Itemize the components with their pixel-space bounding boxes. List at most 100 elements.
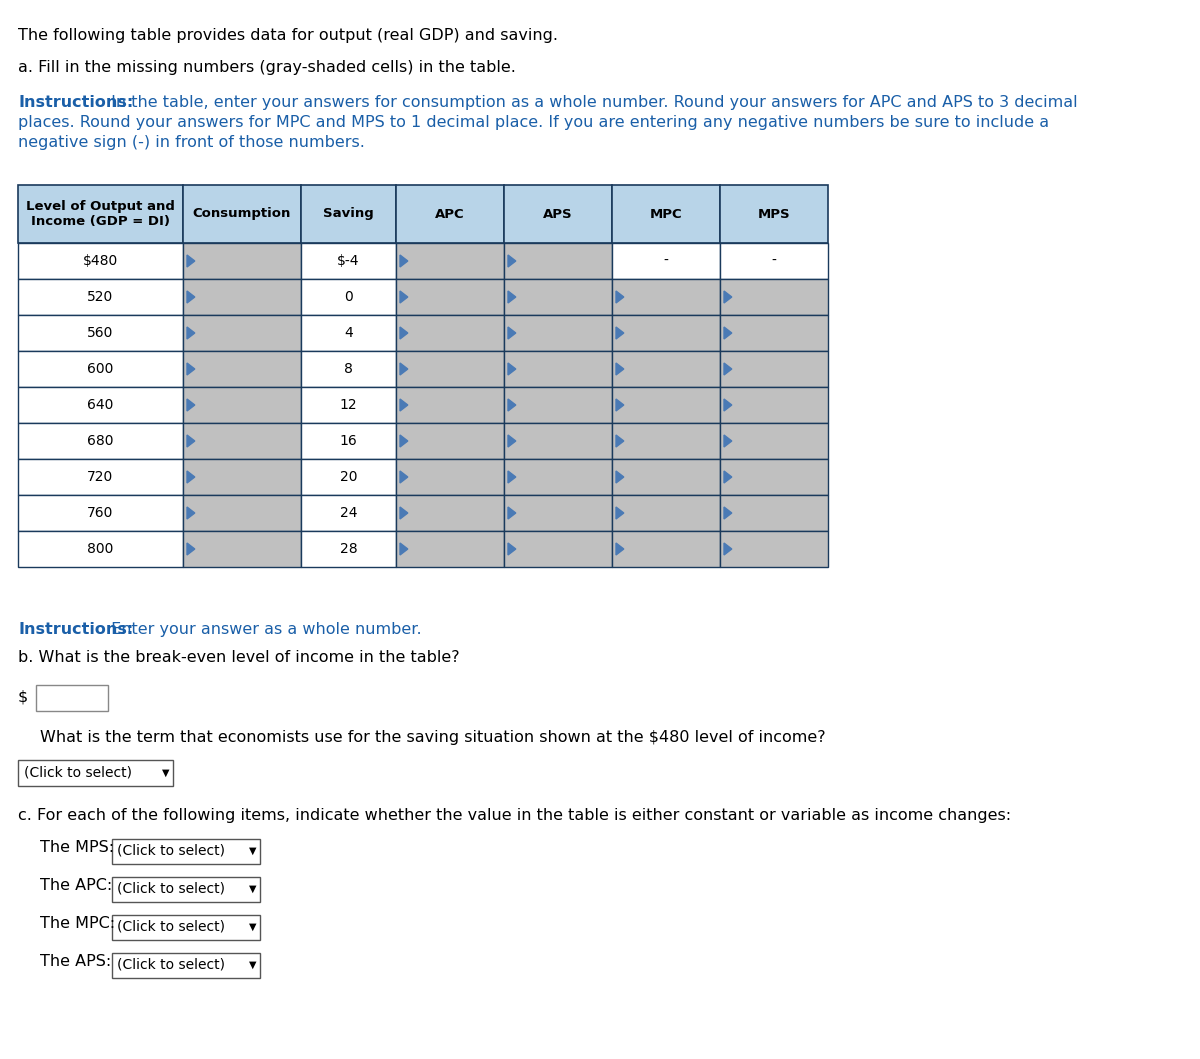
Polygon shape xyxy=(724,363,732,375)
Bar xyxy=(182,243,301,279)
Bar xyxy=(301,495,396,531)
Text: ▼: ▼ xyxy=(248,921,256,932)
Bar xyxy=(18,423,182,459)
Bar xyxy=(504,315,612,351)
Bar xyxy=(18,495,182,531)
Bar xyxy=(504,351,612,387)
Bar xyxy=(504,423,612,459)
Text: 560: 560 xyxy=(88,326,114,340)
Text: 24: 24 xyxy=(340,506,358,520)
Text: c. For each of the following items, indicate whether the value in the table is e: c. For each of the following items, indi… xyxy=(18,808,1012,823)
Polygon shape xyxy=(616,471,624,483)
Text: -: - xyxy=(772,254,776,268)
Text: Instructions:: Instructions: xyxy=(18,95,133,110)
Polygon shape xyxy=(400,255,408,267)
Polygon shape xyxy=(616,435,624,447)
Bar xyxy=(301,185,396,243)
Text: negative sign (-) in front of those numbers.: negative sign (-) in front of those numb… xyxy=(18,134,365,150)
Text: 4: 4 xyxy=(344,326,353,340)
Bar xyxy=(396,243,504,279)
Bar xyxy=(36,685,108,711)
Text: The following table provides data for output (real GDP) and saving.: The following table provides data for ou… xyxy=(18,28,558,43)
Polygon shape xyxy=(508,363,516,375)
Bar xyxy=(301,423,396,459)
Bar xyxy=(18,387,182,423)
Bar xyxy=(18,315,182,351)
Text: ▼: ▼ xyxy=(248,959,256,969)
Bar xyxy=(504,495,612,531)
Bar xyxy=(396,315,504,351)
Text: Level of Output and
Income (GDP = DI): Level of Output and Income (GDP = DI) xyxy=(26,200,175,228)
Polygon shape xyxy=(724,435,732,447)
Polygon shape xyxy=(508,291,516,303)
Text: $: $ xyxy=(18,689,29,704)
Bar xyxy=(182,279,301,315)
Polygon shape xyxy=(616,399,624,411)
Bar xyxy=(396,279,504,315)
Bar xyxy=(504,531,612,567)
Polygon shape xyxy=(724,507,732,519)
Bar xyxy=(18,351,182,387)
Polygon shape xyxy=(400,363,408,375)
Bar xyxy=(612,495,720,531)
Polygon shape xyxy=(508,507,516,519)
Text: -: - xyxy=(664,254,668,268)
Text: Enter your answer as a whole number.: Enter your answer as a whole number. xyxy=(106,622,421,638)
Polygon shape xyxy=(400,507,408,519)
Polygon shape xyxy=(508,327,516,339)
Bar xyxy=(301,351,396,387)
Text: 12: 12 xyxy=(340,398,358,412)
Bar xyxy=(612,423,720,459)
Text: 28: 28 xyxy=(340,542,358,556)
Text: 600: 600 xyxy=(88,362,114,376)
Polygon shape xyxy=(400,435,408,447)
Bar xyxy=(612,279,720,315)
Polygon shape xyxy=(616,291,624,303)
Text: a. Fill in the missing numbers (gray-shaded cells) in the table.: a. Fill in the missing numbers (gray-sha… xyxy=(18,60,516,75)
Polygon shape xyxy=(724,291,732,303)
Bar xyxy=(396,495,504,531)
Bar xyxy=(112,877,260,902)
Text: ▼: ▼ xyxy=(248,845,256,856)
Text: ▼: ▼ xyxy=(162,768,169,778)
Polygon shape xyxy=(724,543,732,555)
Polygon shape xyxy=(187,471,194,483)
Text: APS: APS xyxy=(544,208,572,220)
Bar xyxy=(720,387,828,423)
Polygon shape xyxy=(508,255,516,267)
Bar xyxy=(396,423,504,459)
Bar xyxy=(396,185,504,243)
Bar xyxy=(720,315,828,351)
Text: APC: APC xyxy=(436,208,464,220)
Bar xyxy=(182,315,301,351)
Polygon shape xyxy=(616,327,624,339)
Text: The MPS:: The MPS: xyxy=(40,840,114,855)
Polygon shape xyxy=(187,363,194,375)
Polygon shape xyxy=(187,291,194,303)
Text: 16: 16 xyxy=(340,434,358,448)
Bar xyxy=(301,459,396,495)
Text: MPC: MPC xyxy=(649,208,683,220)
Bar xyxy=(612,459,720,495)
Bar xyxy=(301,315,396,351)
Bar xyxy=(720,351,828,387)
Text: 760: 760 xyxy=(88,506,114,520)
Text: The APS:: The APS: xyxy=(40,954,112,969)
Bar xyxy=(182,387,301,423)
Polygon shape xyxy=(187,399,194,411)
Bar xyxy=(18,459,182,495)
Bar xyxy=(182,351,301,387)
Polygon shape xyxy=(187,543,194,555)
Text: In the table, enter your answers for consumption as a whole number. Round your a: In the table, enter your answers for con… xyxy=(106,95,1078,110)
Bar xyxy=(396,351,504,387)
Polygon shape xyxy=(508,435,516,447)
Bar xyxy=(720,495,828,531)
Text: 640: 640 xyxy=(88,398,114,412)
Bar xyxy=(18,243,182,279)
Bar xyxy=(504,387,612,423)
Bar xyxy=(18,760,173,786)
Bar xyxy=(112,953,260,979)
Bar xyxy=(182,495,301,531)
Bar xyxy=(301,243,396,279)
Bar xyxy=(18,279,182,315)
